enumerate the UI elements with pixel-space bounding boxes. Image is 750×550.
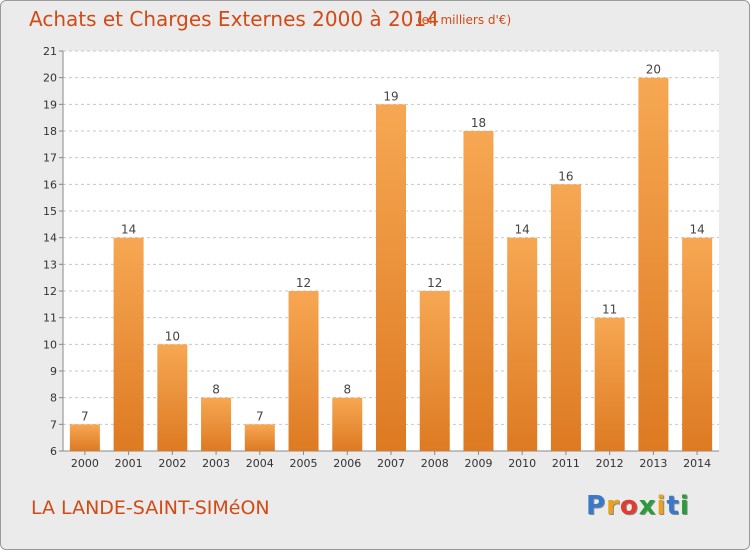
logo-letter: i	[679, 491, 690, 521]
y-tick-label: 15	[43, 205, 57, 218]
bar	[550, 184, 581, 452]
bar-value-label: 11	[602, 303, 617, 317]
bar-value-label: 14	[121, 223, 136, 237]
bar-value-label: 12	[427, 276, 442, 290]
y-tick-label: 13	[43, 258, 57, 271]
x-tick-label: 2014	[683, 457, 711, 470]
bar	[682, 237, 713, 451]
bar	[157, 344, 188, 451]
bar	[419, 291, 450, 451]
logo-letter: x	[638, 491, 657, 521]
x-tick-label: 2001	[115, 457, 143, 470]
bar-value-label: 19	[383, 89, 398, 103]
bar-value-label: 7	[81, 409, 89, 423]
x-tick-label: 2003	[202, 457, 230, 470]
logo-letter: P	[586, 491, 607, 521]
bar	[594, 317, 625, 451]
bar-value-label: 18	[471, 116, 486, 130]
y-tick-label: 17	[43, 152, 57, 165]
bar	[244, 424, 275, 451]
bar	[332, 397, 363, 451]
x-tick-label: 2013	[639, 457, 667, 470]
y-tick-label: 10	[43, 338, 57, 351]
x-tick-label: 2012	[596, 457, 624, 470]
y-tick-label: 20	[43, 72, 57, 85]
bar	[507, 237, 538, 451]
logo-letter: i	[656, 491, 667, 521]
bar	[69, 424, 100, 451]
bar-value-label: 14	[689, 223, 704, 237]
y-tick-label: 6	[50, 445, 57, 458]
x-tick-label: 2002	[158, 457, 186, 470]
bar	[288, 291, 319, 451]
x-tick-label: 2010	[508, 457, 536, 470]
y-tick-label: 18	[43, 125, 57, 138]
bar	[201, 397, 232, 451]
bar	[463, 131, 494, 451]
y-tick-label: 11	[43, 312, 57, 325]
logo-letter: r	[606, 491, 620, 521]
bar-value-label: 8	[343, 383, 351, 397]
logo-letter: o	[619, 491, 639, 521]
y-tick-label: 19	[43, 98, 57, 111]
logo-letter: t	[666, 491, 680, 521]
y-tick-label: 21	[43, 45, 57, 58]
proxiti-logo[interactable]: Proxiti	[586, 491, 690, 521]
x-tick-label: 2005	[290, 457, 318, 470]
bar-value-label: 14	[515, 223, 530, 237]
y-tick-label: 9	[50, 365, 57, 378]
bar	[376, 104, 406, 451]
x-tick-label: 2009	[464, 457, 492, 470]
x-tick-label: 2008	[421, 457, 449, 470]
bar-value-label: 10	[165, 329, 180, 343]
y-tick-label: 12	[43, 285, 57, 298]
chart-unit: (en milliers d'€)	[417, 13, 512, 27]
bar-value-label: 7	[256, 409, 264, 423]
y-tick-label: 7	[50, 418, 57, 431]
x-tick-label: 2000	[71, 457, 99, 470]
x-tick-label: 2006	[333, 457, 361, 470]
x-tick-label: 2004	[246, 457, 274, 470]
y-tick-label: 16	[43, 178, 57, 191]
x-tick-label: 2007	[377, 457, 405, 470]
y-tick-label: 14	[43, 232, 57, 245]
y-tick-label: 8	[50, 392, 57, 405]
bar-value-label: 16	[558, 169, 573, 183]
bar-value-label: 20	[646, 63, 661, 77]
bar-value-label: 12	[296, 276, 311, 290]
bar-value-label: 8	[212, 383, 220, 397]
chart-title: Achats et Charges Externes 2000 à 2014	[29, 7, 439, 31]
commune-name: LA LANDE-SAINT-SIMéON	[31, 497, 270, 519]
bar	[638, 77, 669, 452]
bar	[113, 237, 144, 451]
x-tick-label: 2011	[552, 457, 580, 470]
